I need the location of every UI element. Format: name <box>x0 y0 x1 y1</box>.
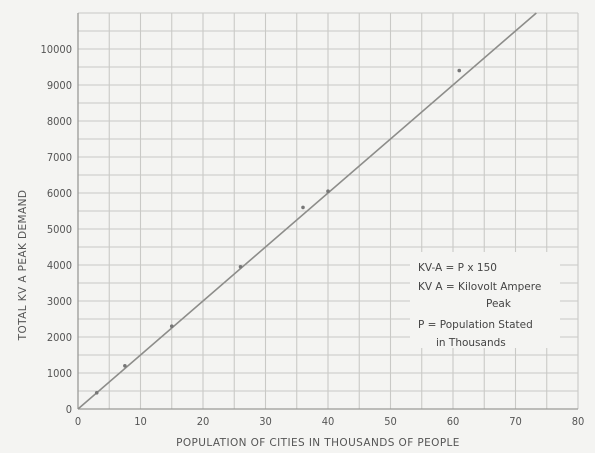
annotation-p-definition: P = Population Stated <box>418 319 533 331</box>
y-tick-label: 5000 <box>47 223 72 236</box>
annotation-kva-definition: KV A = Kilovolt Ampere <box>418 281 541 293</box>
y-tick-label: 7000 <box>47 151 72 164</box>
y-tick-label: 6000 <box>47 187 72 200</box>
x-tick-label: 20 <box>197 415 210 428</box>
y-tick-label: 4000 <box>47 259 72 272</box>
y-tick-label: 10000 <box>41 43 72 56</box>
y-tick-label: 9000 <box>47 79 72 92</box>
annotation-box <box>410 252 560 348</box>
annotation-peak: Peak <box>486 298 512 310</box>
annotation-formula: KV-A = P x 150 <box>418 262 497 274</box>
y-tick-label: 1000 <box>47 367 72 380</box>
fit-line <box>77 12 537 410</box>
data-point <box>238 265 243 269</box>
x-axis-label: POPULATION OF CITIES IN THOUSANDS OF PEO… <box>176 437 460 449</box>
annotation-thousands: in Thousands <box>436 337 506 349</box>
x-tick-label: 30 <box>259 415 272 428</box>
x-tick-label: 50 <box>384 415 397 428</box>
data-point <box>94 391 99 395</box>
x-tick-label: 70 <box>509 415 522 428</box>
data-point <box>123 364 127 368</box>
fit-line-path <box>77 12 537 410</box>
x-tick-label: 10 <box>134 415 147 428</box>
y-axis-label: TOTAL KV A PEAK DEMAND <box>17 190 29 342</box>
y-tick-label: 3000 <box>47 295 72 308</box>
y-tick-label: 2000 <box>47 331 72 344</box>
y-tick-label: 8000 <box>47 115 72 128</box>
y-tick-label: 0 <box>66 403 72 416</box>
data-point <box>326 189 330 193</box>
x-tick-label: 0 <box>75 415 81 428</box>
x-tick-label: 60 <box>447 415 460 428</box>
data-point <box>169 324 174 329</box>
y-tick-labels: 0 1000 2000 3000 4000 5000 6000 7000 8000 9000 100… <box>41 43 72 416</box>
data-point <box>301 205 305 210</box>
x-tick-label: 80 <box>572 415 585 428</box>
axes <box>77 13 578 410</box>
x-tick-label: 40 <box>322 415 335 428</box>
data-points <box>94 68 462 395</box>
x-tick-labels: 0 10 20 30 40 50 60 70 80 <box>75 415 584 428</box>
data-point <box>457 68 462 73</box>
